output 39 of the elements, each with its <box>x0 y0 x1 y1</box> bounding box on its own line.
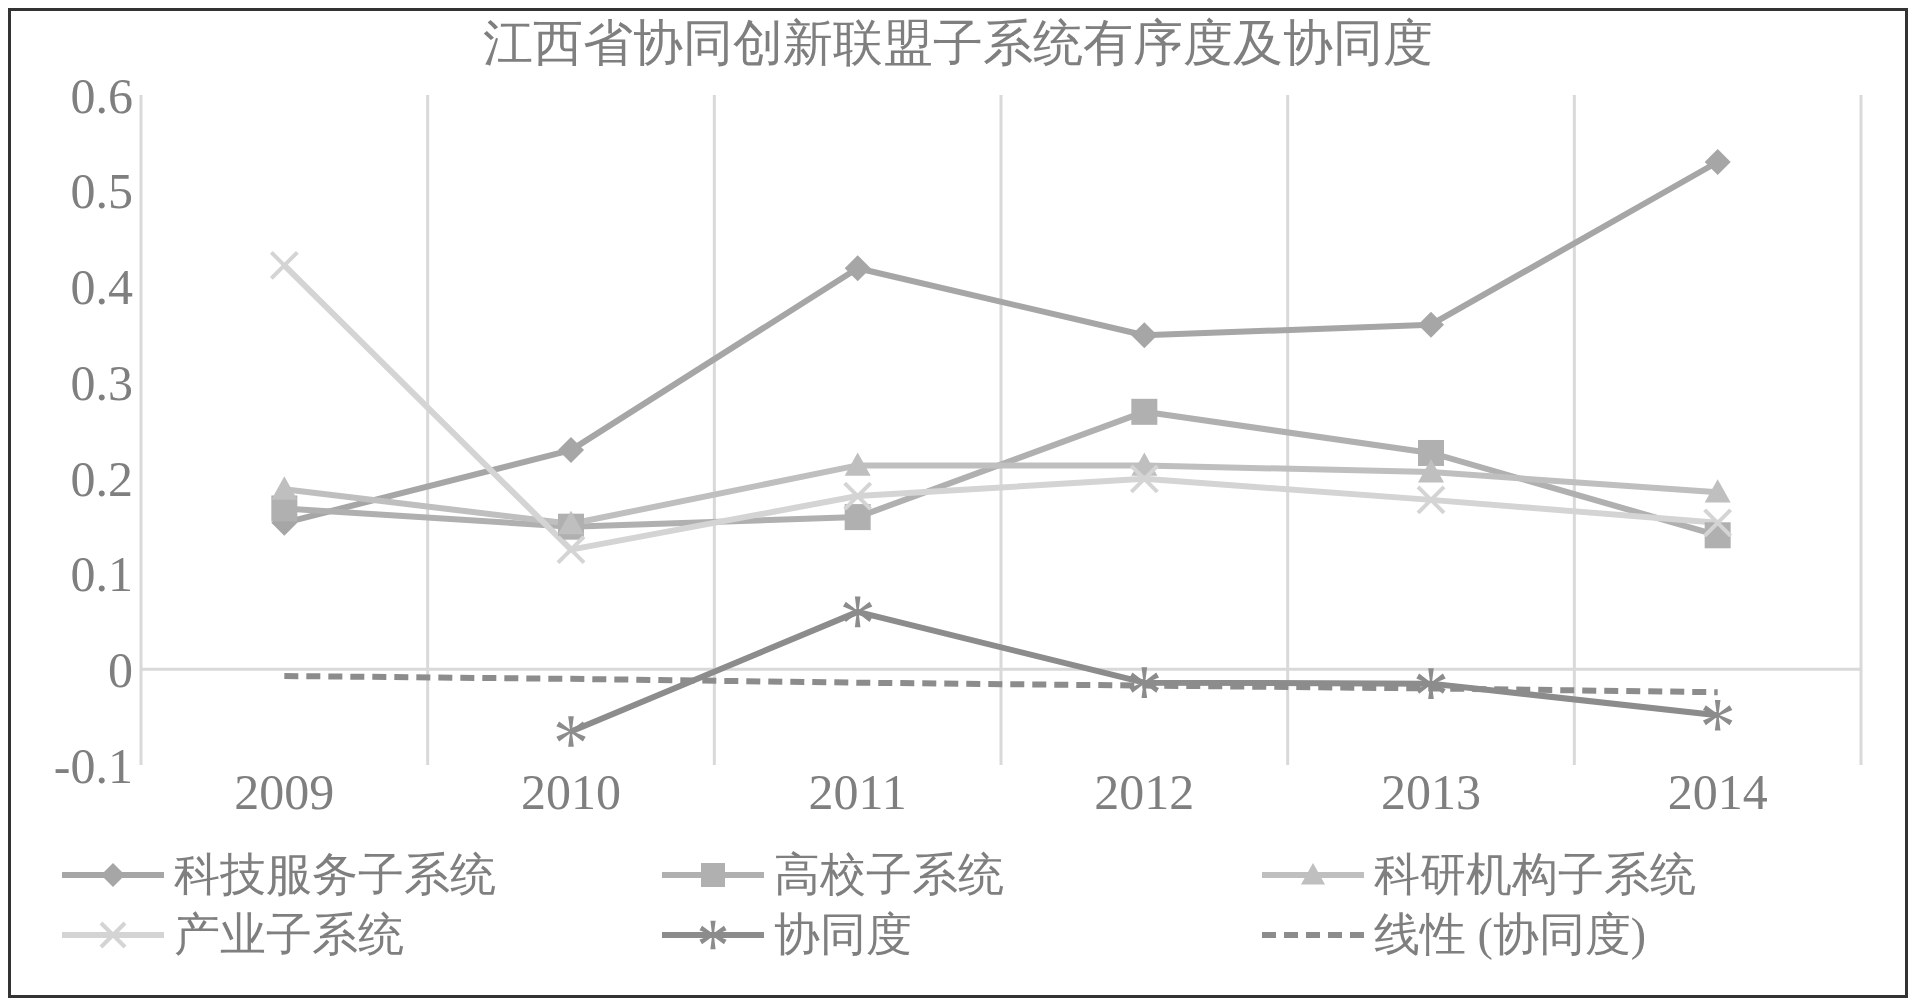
legend-label: 科研机构子系统 <box>1374 848 1696 902</box>
point <box>844 255 871 282</box>
y-tick-label: 0.1 <box>70 546 133 603</box>
y-tick-label: 0.2 <box>70 450 133 507</box>
point <box>558 437 584 464</box>
x-tick-label: 2014 <box>1667 763 1768 820</box>
x-tick-label: 2009 <box>234 763 335 820</box>
y-tick-label: 0.6 <box>70 67 133 124</box>
legend-label: 科技服务子系统 <box>174 848 496 902</box>
point <box>1704 149 1731 175</box>
point <box>844 452 871 476</box>
point <box>1129 667 1160 699</box>
legend-label: 线性 (协同度) <box>1374 908 1647 962</box>
point <box>1418 459 1444 483</box>
point <box>1131 398 1158 425</box>
x-tick-label: 2012 <box>1094 763 1195 820</box>
y-tick-label: 0.5 <box>70 163 133 220</box>
point <box>271 476 298 500</box>
point <box>1418 311 1444 338</box>
legend-label: 产业子系统 <box>174 908 404 962</box>
point <box>558 510 584 535</box>
y-tick-label: 0 <box>108 642 133 699</box>
chart-title: 江西省协同创新联盟子系统有序度及协同度 <box>483 15 1433 71</box>
x-tick-label: 2013 <box>1381 763 1481 820</box>
point <box>1131 322 1158 349</box>
y-tick-label: 0.4 <box>70 259 133 316</box>
legend-label: 协同度 <box>774 908 912 962</box>
point <box>556 716 586 747</box>
point <box>1416 668 1446 699</box>
legend-label: 高校子系统 <box>774 848 1004 902</box>
point <box>844 504 871 531</box>
point <box>1418 439 1444 466</box>
x-tick-label: 2011 <box>808 763 907 820</box>
y-tick-label: 0.3 <box>70 354 133 411</box>
y-tick-label: -0.1 <box>53 737 133 794</box>
x-tick-label: 2010 <box>521 763 621 820</box>
point <box>842 596 873 628</box>
point <box>1702 699 1733 731</box>
point <box>1704 479 1731 503</box>
